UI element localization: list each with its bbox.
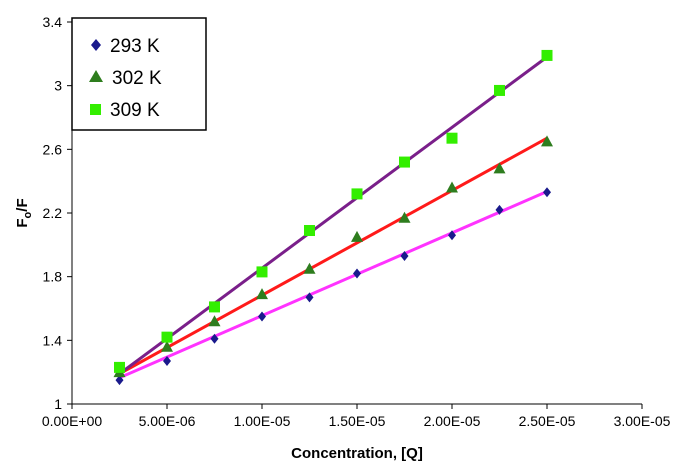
data-point-309k [351, 188, 363, 200]
y-axis-title-main: F [14, 218, 31, 227]
data-point-309k [209, 301, 220, 313]
legend-item-309k: 309 K [90, 100, 160, 121]
legend-triangle-marker [89, 70, 103, 82]
data-markers [113, 49, 553, 386]
data-point-302k [541, 135, 553, 147]
data-point-302k [398, 211, 411, 223]
y-tick-label: 2.2 [43, 205, 63, 221]
x-tick-label: 3.00E-05 [614, 413, 671, 429]
data-point-309k [114, 361, 125, 373]
x-tick-label: 2.00E-05 [424, 413, 481, 429]
legend: 293 K 302 K 309 K [71, 17, 207, 131]
data-point-302k [351, 230, 363, 242]
trend-line-302k [118, 136, 548, 376]
data-point-302k [446, 181, 458, 193]
legend-label-309k: 309 K [110, 100, 160, 121]
x-tick-label: 1.50E-05 [329, 413, 386, 429]
data-point-302k [208, 315, 221, 327]
x-tick-label: 2.50E-05 [519, 413, 576, 429]
legend-label-293k: 293 K [110, 36, 160, 57]
legend-item-302k: 302 K [89, 68, 162, 89]
data-point-293k [115, 375, 124, 386]
y-axis-title-sub: o [22, 211, 34, 218]
data-point-293k [163, 356, 171, 367]
y-tick-label: 3 [54, 78, 62, 94]
data-point-309k [304, 225, 315, 237]
data-point-293k [448, 230, 456, 241]
data-point-302k [303, 262, 316, 274]
y-tick-label: 3.4 [43, 14, 63, 30]
data-point-309k [446, 132, 458, 144]
data-point-293k [400, 250, 409, 261]
x-tick-label: 1.00E-05 [234, 413, 291, 429]
y-axis-title: Fo/F [14, 198, 34, 227]
trend-line-309k [118, 55, 548, 375]
data-point-302k [493, 162, 506, 174]
data-point-293k [543, 187, 551, 198]
trend-line-293k [118, 190, 548, 380]
legend-diamond-marker [91, 39, 101, 51]
data-point-293k [210, 333, 219, 344]
data-point-302k [256, 288, 268, 300]
y-tick-label: 1 [54, 396, 62, 412]
y-ticks: 1 1.4 1.8 2.2 2.6 3 3.4 [43, 14, 72, 412]
y-tick-label: 1.4 [43, 332, 63, 348]
y-tick-label: 1.8 [43, 269, 63, 285]
data-point-309k [541, 49, 553, 61]
y-tick-label: 2.6 [43, 141, 63, 157]
legend-label-302k: 302 K [112, 68, 162, 89]
data-point-309k [494, 84, 505, 96]
data-point-293k [258, 311, 266, 322]
legend-item-293k: 293 K [91, 36, 160, 57]
x-tick-label: 5.00E-06 [139, 413, 196, 429]
data-point-302k [161, 340, 173, 352]
x-ticks: 0.00E+00 5.00E-06 1.00E-05 1.50E-05 2.00E-05… [42, 404, 671, 429]
data-point-309k [161, 331, 173, 343]
x-axis-title: Concentration, [Q] [291, 445, 423, 462]
data-point-309k [399, 156, 410, 168]
data-point-293k [495, 204, 504, 215]
x-tick-label: 0.00E+00 [42, 413, 103, 429]
y-axis-title-tail: /F [14, 198, 31, 211]
data-point-293k [353, 268, 361, 279]
fit-lines [118, 55, 548, 380]
legend-square-marker [90, 104, 101, 115]
data-point-309k [256, 266, 268, 278]
data-point-293k [305, 292, 314, 303]
